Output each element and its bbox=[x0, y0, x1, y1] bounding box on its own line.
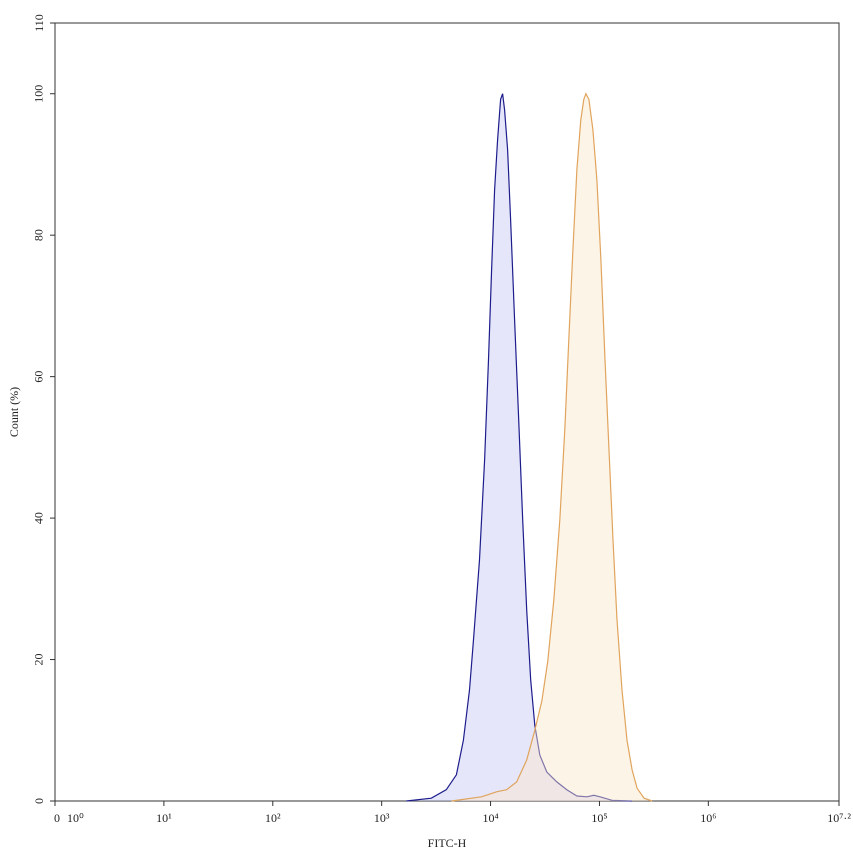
y-tick-label: 110 bbox=[32, 14, 46, 32]
x-tick-label: 10² bbox=[265, 811, 281, 825]
y-axis-label: Count (%) bbox=[7, 387, 21, 437]
y-tick-label: 0 bbox=[32, 798, 46, 804]
histogram-curve bbox=[406, 93, 633, 802]
x-tick-label: 10⁵ bbox=[591, 811, 607, 825]
y-tick-label: 80 bbox=[32, 229, 46, 241]
x-zero-label: 0 bbox=[54, 811, 60, 825]
x-axis-label: FITC-H bbox=[428, 836, 467, 850]
histogram-curve bbox=[451, 92, 653, 802]
y-tick-label: 20 bbox=[32, 654, 46, 666]
y-tick-label: 40 bbox=[32, 512, 46, 524]
y-tick-label: 60 bbox=[32, 371, 46, 383]
x-tick-label: 10⁷·² bbox=[827, 811, 851, 825]
x-tick-label: 10⁶ bbox=[700, 811, 716, 825]
x-tick-label: 10³ bbox=[374, 811, 390, 825]
x-tick-label: 10¹ bbox=[156, 811, 172, 825]
x-tick-label: 10⁰ bbox=[67, 811, 84, 825]
x-tick-label: 10⁴ bbox=[482, 811, 498, 825]
y-tick-label: 100 bbox=[32, 85, 46, 103]
plot-frame bbox=[54, 22, 840, 802]
